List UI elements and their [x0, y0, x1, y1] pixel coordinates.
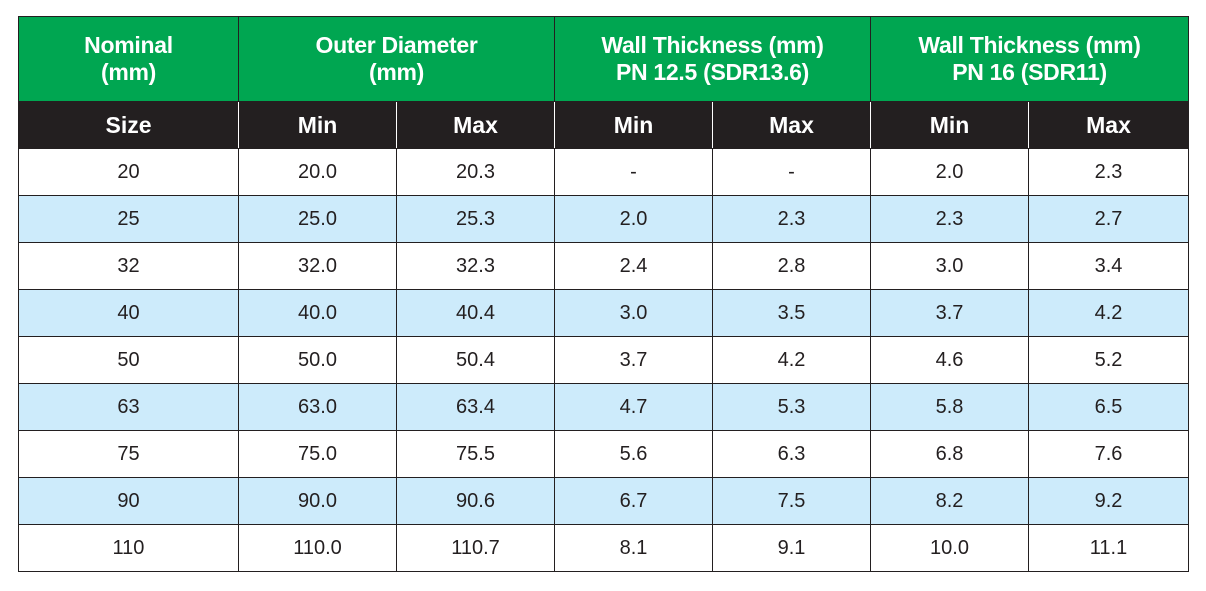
- header-group-row: Nominal (mm) Outer Diameter (mm) Wall Th…: [18, 16, 1190, 102]
- cell-pn16-max: 7.6: [1028, 430, 1190, 478]
- cell-od-min: 50.0: [238, 336, 397, 384]
- cell-pn16-min: 8.2: [870, 477, 1030, 525]
- cell-pn12-5-max: 2.8: [711, 242, 872, 290]
- cell-pn12-5-max: 3.5: [711, 289, 872, 337]
- cell-pn12-5-min: 2.4: [554, 242, 713, 290]
- cell-od-min: 25.0: [238, 195, 397, 243]
- subheader-od-max: Max: [396, 101, 555, 149]
- cell-pn16-min: 3.0: [870, 242, 1030, 290]
- cell-od-max: 63.4: [396, 383, 555, 431]
- cell-size: 40: [18, 289, 239, 337]
- subheader-size: Size: [18, 101, 239, 149]
- table-row: 20 20.0 20.3- -2.0 2.3: [18, 148, 1190, 196]
- cell-pn16-min: 10.0: [870, 524, 1030, 572]
- table-row: 63 63.0 63.4 4.7 5.3 5.8 6.5: [18, 383, 1190, 431]
- cell-od-min: 32.0: [238, 242, 397, 290]
- table-body: 20 20.0 20.3- -2.0 2.3 25 25.0 25.3 2.0 2.3 2.3 2.7…: [18, 148, 1190, 572]
- cell-pn12-5-max: 2.3: [711, 195, 872, 243]
- subheader-pn12-5-min: Min: [554, 101, 713, 149]
- cell-pn16-min: 6.8: [870, 430, 1030, 478]
- subheader-od-min: Min: [238, 101, 397, 149]
- cell-pn12-5-min: 3.7: [554, 336, 713, 384]
- cell-pn12-5-max: 7.5: [711, 477, 872, 525]
- cell-od-min: 90.0: [238, 477, 397, 525]
- cell-pn12-5-min: 4.7: [554, 383, 713, 431]
- header-nominal: Nominal (mm): [18, 16, 239, 102]
- cell-od-max: 32.3: [396, 242, 555, 290]
- subheader-row: Size Min Max Min Max Min Max: [18, 101, 1190, 149]
- table-row: 110 110.0 110.7 8.1 9.1 10.0 11.1: [18, 524, 1190, 572]
- table-row: 50 50.0 50.4 3.7 4.2 4.6 5.2: [18, 336, 1190, 384]
- header-wall-thickness-pn16: Wall Thickness (mm) PN 16 (SDR11): [870, 16, 1190, 102]
- cell-pn12-5-min: 2.0: [554, 195, 713, 243]
- cell-pn16-min: 3.7: [870, 289, 1030, 337]
- cell-size: 63: [18, 383, 239, 431]
- cell-pn16-max: 5.2: [1028, 336, 1190, 384]
- cell-od-max: 50.4: [396, 336, 555, 384]
- cell-pn16-max: 9.2: [1028, 477, 1190, 525]
- cell-pn12-5-min: 6.7: [554, 477, 713, 525]
- cell-pn16-max: 4.2: [1028, 289, 1190, 337]
- cell-pn12-5-max: 6.3: [711, 430, 872, 478]
- cell-pn16-max: 6.5: [1028, 383, 1190, 431]
- table-row: 75 75.0 75.5 5.6 6.3 6.8 7.6: [18, 430, 1190, 478]
- table-row: 90 90.0 90.6 6.7 7.5 8.2 9.2: [18, 477, 1190, 525]
- cell-pn12-5-min: 5.6: [554, 430, 713, 478]
- cell-od-min: 20.0: [238, 148, 397, 196]
- table-row: 32 32.0 32.3 2.4 2.8 3.0 3.4: [18, 242, 1190, 290]
- cell-pn16-max: 2.3: [1028, 148, 1190, 196]
- subheader-pn12-5-max: Max: [711, 101, 872, 149]
- cell-pn12-5-min: 3.0: [554, 289, 713, 337]
- cell-pn16-max: 2.7: [1028, 195, 1190, 243]
- cell-od-max: 75.5: [396, 430, 555, 478]
- cell-od-max: 40.4: [396, 289, 555, 337]
- cell-od-max: 90.6: [396, 477, 555, 525]
- cell-size: 25: [18, 195, 239, 243]
- subheader-pn16-min: Min: [870, 101, 1030, 149]
- cell-od-max: 25.3: [396, 195, 555, 243]
- cell-size: 90: [18, 477, 239, 525]
- cell-pn16-max: 11.1: [1028, 524, 1190, 572]
- cell-pn12-5-min: 8.1: [554, 524, 713, 572]
- header-wall-thickness-pn12-5: Wall Thickness (mm) PN 12.5 (SDR13.6): [553, 16, 872, 102]
- cell-pn16-max: 3.4: [1028, 242, 1190, 290]
- pipe-dimensions-table: Nominal (mm) Outer Diameter (mm) Wall Th…: [18, 16, 1190, 572]
- cell-pn12-5-min: -: [554, 148, 713, 196]
- cell-od-min: 63.0: [238, 383, 397, 431]
- cell-size: 50: [18, 336, 239, 384]
- cell-od-max: 20.3: [396, 148, 555, 196]
- cell-size: 32: [18, 242, 239, 290]
- cell-pn16-min: 5.8: [870, 383, 1030, 431]
- cell-pn12-5-max: 5.3: [711, 383, 872, 431]
- table-row: 25 25.0 25.3 2.0 2.3 2.3 2.7: [18, 195, 1190, 243]
- cell-od-min: 110.0: [238, 524, 397, 572]
- table-row: 40 40.0 40.4 3.0 3.5 3.7 4.2: [18, 289, 1190, 337]
- cell-od-min: 75.0: [238, 430, 397, 478]
- cell-pn16-min: 4.6: [870, 336, 1030, 384]
- subheader-pn16-max: Max: [1028, 101, 1190, 149]
- header-outer-diameter: Outer Diameter (mm): [238, 16, 555, 102]
- cell-pn12-5-max: 4.2: [711, 336, 872, 384]
- cell-size: 20: [18, 148, 239, 196]
- cell-pn16-min: 2.0: [870, 148, 1030, 196]
- cell-pn12-5-max: -: [711, 148, 872, 196]
- cell-size: 75: [18, 430, 239, 478]
- cell-pn12-5-max: 9.1: [711, 524, 872, 572]
- cell-size: 110: [18, 524, 239, 572]
- cell-od-min: 40.0: [238, 289, 397, 337]
- cell-od-max: 110.7: [396, 524, 555, 572]
- cell-pn16-min: 2.3: [870, 195, 1030, 243]
